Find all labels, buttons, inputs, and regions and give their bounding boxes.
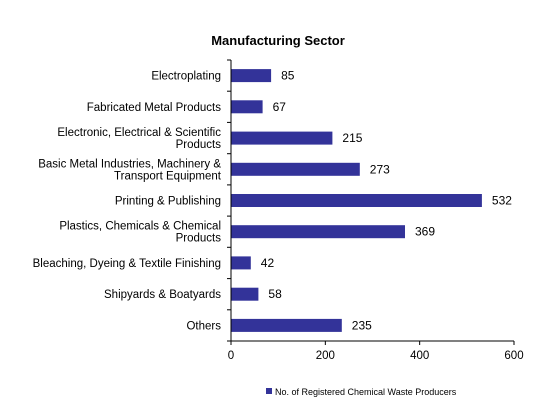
category-label: Printing & Publishing (115, 196, 221, 208)
bar (231, 100, 263, 114)
data-label: 58 (268, 287, 282, 301)
bar (231, 69, 272, 83)
data-label: 215 (342, 131, 362, 145)
plot-area: 85 Electroplating 67 Fabricated Metal Produ… (33, 59, 524, 362)
bar (231, 194, 482, 207)
x-tick-label: 200 (316, 350, 335, 362)
bar (231, 287, 259, 301)
bar (231, 318, 342, 332)
bar (231, 256, 251, 270)
x-tick-label: 0 (228, 350, 234, 362)
bar (231, 162, 360, 176)
category-label: Bleaching, Dyeing & Textile Finishing (33, 258, 221, 270)
category-label: Plastics, Chemicals & Chemical Products (59, 221, 221, 245)
category-label: Basic Metal Industries, Machinery & Trans… (38, 158, 222, 182)
data-label: 42 (261, 256, 275, 270)
data-label: 235 (352, 318, 372, 332)
data-label: 67 (273, 100, 287, 114)
data-label: 85 (281, 69, 295, 83)
x-tick-label: 400 (410, 350, 429, 362)
category-label: Electronic, Electrical & Scientific Produ… (57, 127, 221, 151)
legend: No. of Registered Chemical Waste Produce… (266, 387, 457, 397)
data-label: 369 (415, 225, 435, 239)
category-label: Others (186, 320, 221, 332)
bar (231, 225, 405, 239)
chart-title: Manufacturing Sector (211, 33, 345, 48)
data-label: 273 (370, 162, 390, 176)
legend-label: No. of Registered Chemical Waste Produce… (275, 387, 457, 397)
category-label: Fabricated Metal Products (87, 102, 221, 114)
category-label: Shipyards & Boatyards (104, 289, 221, 301)
data-label: 532 (492, 194, 512, 208)
legend-swatch (266, 388, 272, 394)
x-tick-label: 600 (504, 350, 523, 362)
bar (231, 131, 333, 145)
category-label: Electroplating (151, 71, 221, 83)
